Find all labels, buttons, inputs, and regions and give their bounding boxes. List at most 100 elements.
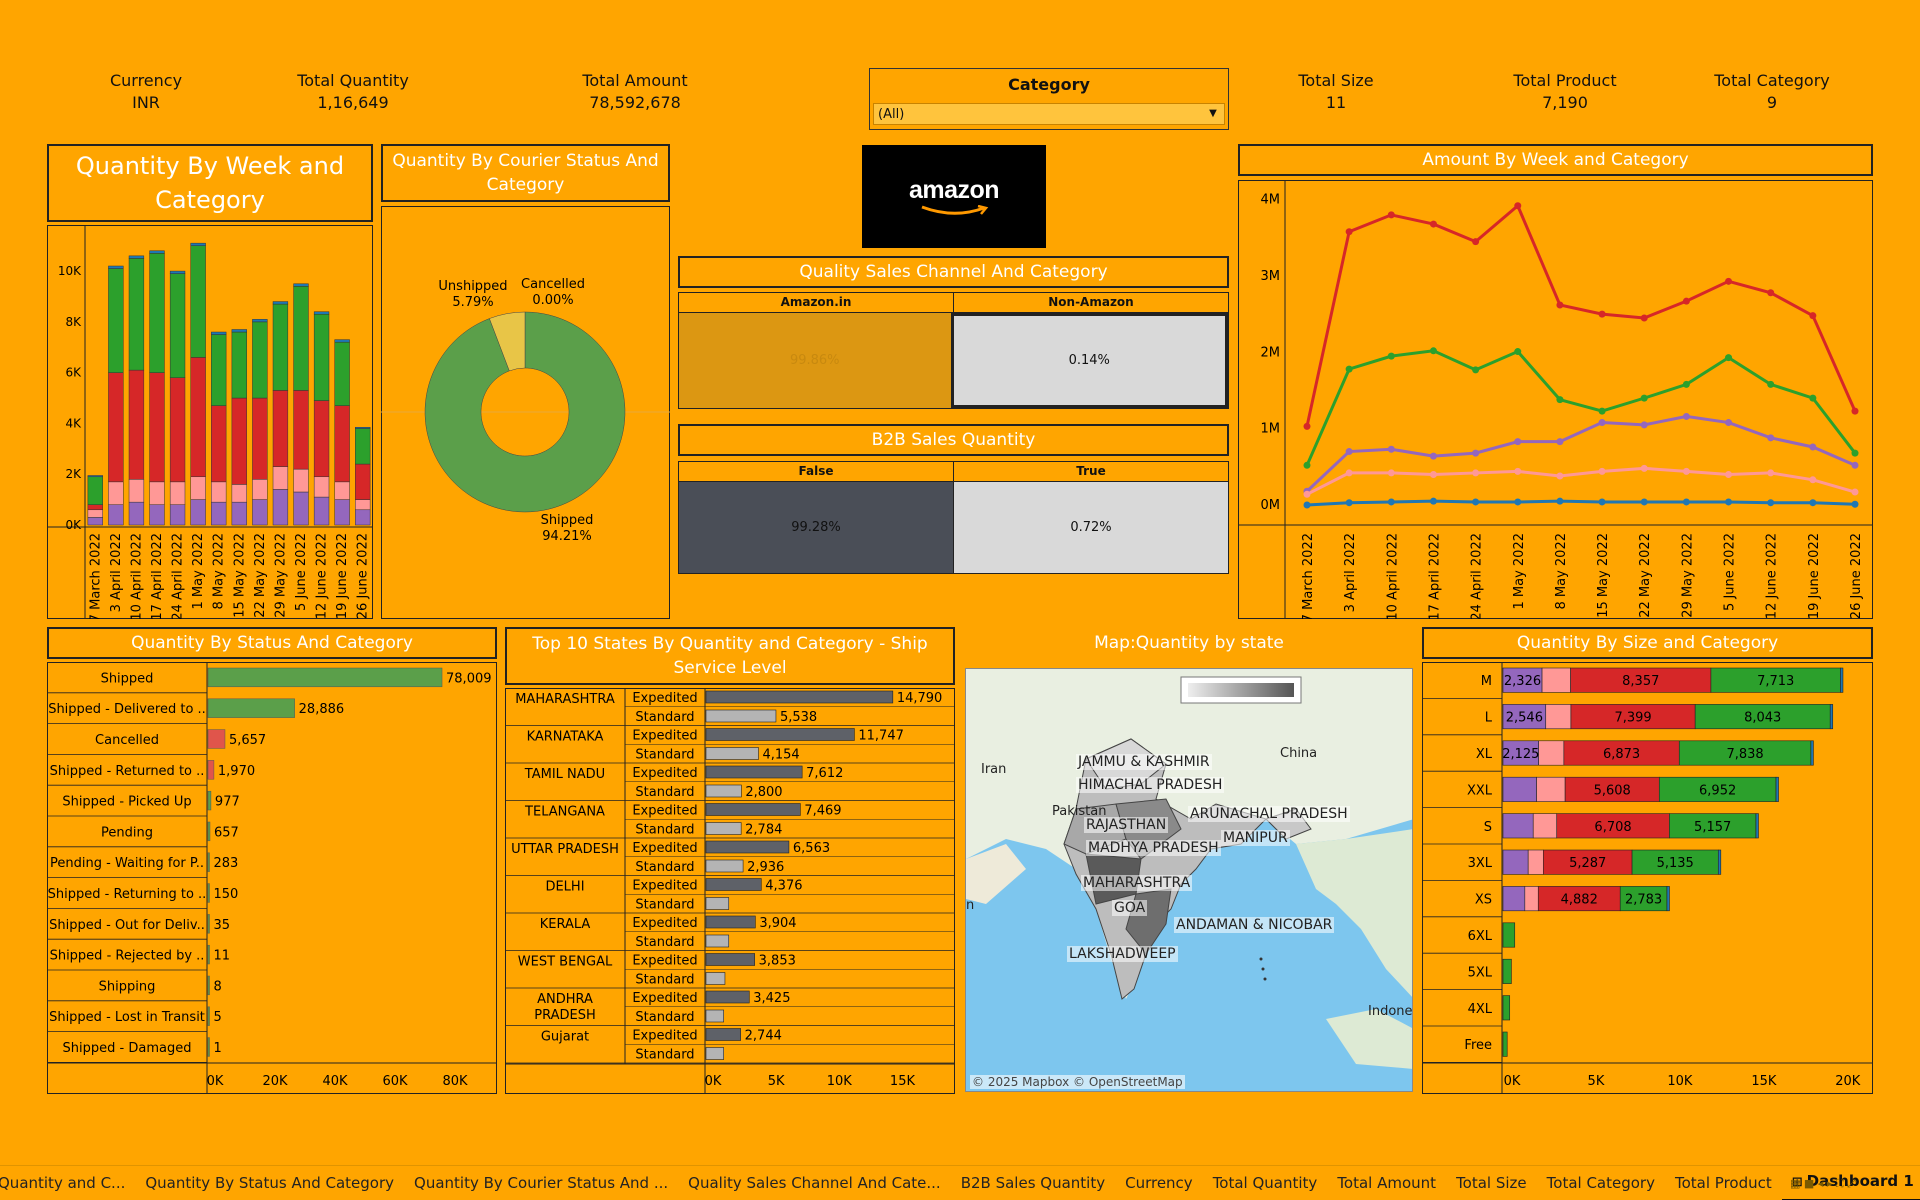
data-point [1725,470,1733,478]
india-map[interactable]: Iran Pakistan China Indones n JAMMU & KA… [965,668,1413,1092]
x-tick-label: 15K [1751,1074,1777,1089]
x-tick-label: 12 June 2022 [315,533,330,619]
state-label: WEST BENGAL [518,955,613,970]
sheet-tab[interactable]: Quantity By Courier Status And ... [404,1167,678,1199]
data-label: 4,154 [762,748,799,763]
kpi-label: Total Quantity [297,71,409,90]
kpi-label: Currency [109,71,183,90]
sheet-tab[interactable]: B2B Sales Quantity [951,1167,1115,1199]
bar-segment [149,253,165,373]
sheet-tab[interactable]: Quantity and C... [0,1167,135,1199]
b2b-cell-true[interactable]: 0.72% [953,482,1228,573]
level-label: Standard [635,785,694,800]
sheet-tab[interactable]: Quantity By Status And Category [135,1167,404,1199]
bar-segment [1502,813,1534,839]
data-point [1429,497,1437,505]
sheet-tab[interactable]: Total Amount [1327,1167,1446,1199]
kpi-value: 1,16,649 [317,93,389,112]
x-tick-label: 15 May 2022 [232,533,247,618]
sheet-tab[interactable]: Total Category [1537,1167,1665,1199]
bar-segment [128,369,145,480]
bar-segment [1810,740,1814,766]
bar [207,883,210,903]
data-label: 150 [214,887,239,902]
x-tick-label: 15 May 2022 [1596,533,1611,618]
sheet-tab[interactable]: Currency [1115,1167,1203,1199]
bar-segment [1669,813,1757,839]
sheet-tab-label: Total Size [1456,1174,1527,1192]
y-tick-label: 3M [1261,269,1281,284]
level-label: Expedited [632,991,697,1006]
sales-channel-cell-amazon[interactable]: 99.86% [679,313,951,408]
size-label: 6XL [1468,929,1493,944]
x-tick-label: 80K [442,1074,468,1089]
bar-segment [252,499,268,526]
category-dropdown[interactable]: (All) ▼ [873,103,1225,125]
kpi-total-category: Total Category 9 [1697,70,1847,114]
bar-segment [149,504,165,526]
data-point [1345,469,1353,477]
chevron-down-icon[interactable]: ▼ [1209,108,1217,119]
data-point [1851,407,1859,415]
level-label: Standard [635,710,694,725]
state-label: KERALA [540,917,591,932]
bar [207,667,443,688]
bar-segment [1840,667,1844,693]
bar-expedited [705,1028,741,1041]
bar-segment [108,481,124,505]
x-tick-label: 27 March 2022 [88,533,103,619]
bar-segment [1502,886,1526,912]
data-point [1725,277,1733,285]
data-label: 8 [214,979,222,994]
level-label: Expedited [632,729,697,744]
bar-segment [334,499,350,526]
level-label: Standard [635,973,694,988]
bar-segment [211,331,227,335]
data-point [1472,238,1480,246]
sheet-tab-label: Dashboard 1 [1806,1172,1914,1190]
data-label: 11 [214,949,231,964]
chart-frame [1422,662,1873,1094]
bar-segment [252,319,268,323]
category-label: Shipped - Returning to .. [48,887,207,902]
data-label: 2,936 [747,860,784,875]
data-point [1387,352,1395,360]
level-label: Standard [635,935,694,950]
bar [207,914,210,934]
data-point [1429,452,1437,460]
level-label: Expedited [632,804,697,819]
bar-segment [313,311,330,315]
sheet-tab[interactable]: Total Product [1665,1167,1782,1199]
b2b-cell-false[interactable]: 99.28% [679,482,953,573]
map-state-label: MAHARASHTRA [1081,875,1193,891]
title-top-states: Top 10 States By Quantity and Category -… [505,627,955,685]
data-point [1556,472,1564,480]
view-controls-icon[interactable]: ▦ ■ ◂ ▸ ⛶ ⤢ [1790,1177,1856,1190]
x-tick-label: 29 May 2022 [273,533,288,618]
sheet-tab-bar: Quantity and C... Quantity By Status And … [0,1165,1920,1200]
bar-standard [705,934,730,948]
sheet-tab[interactable]: Quality Sales Channel And Cate... [678,1167,951,1199]
data-point [1303,422,1311,430]
x-tick-label: 15K [890,1074,916,1089]
bar-expedited [705,840,790,854]
kpi-value: 7,190 [1542,93,1588,112]
x-tick-label: 1 May 2022 [191,533,206,610]
sheet-tab[interactable]: Total Quantity [1203,1167,1328,1199]
data-point [1682,297,1690,305]
state-label: TAMIL NADU [524,767,605,782]
level-label: Expedited [632,954,697,969]
bar-segment [1563,740,1680,766]
data-label: 6,563 [793,841,830,856]
x-tick-label: 40K [322,1074,348,1089]
sales-channel-cell-non-amazon[interactable]: 0.14% [950,313,1228,408]
bar-segment [128,258,145,371]
bar-segment [313,400,330,478]
bar-segment [293,468,309,493]
level-label: Standard [635,823,694,838]
data-point [1345,365,1353,373]
data-point [1767,434,1775,442]
data-point [1514,498,1522,506]
sheet-tab-label: Quantity By Status And Category [145,1174,395,1192]
sheet-tab[interactable]: Total Size [1446,1167,1537,1199]
